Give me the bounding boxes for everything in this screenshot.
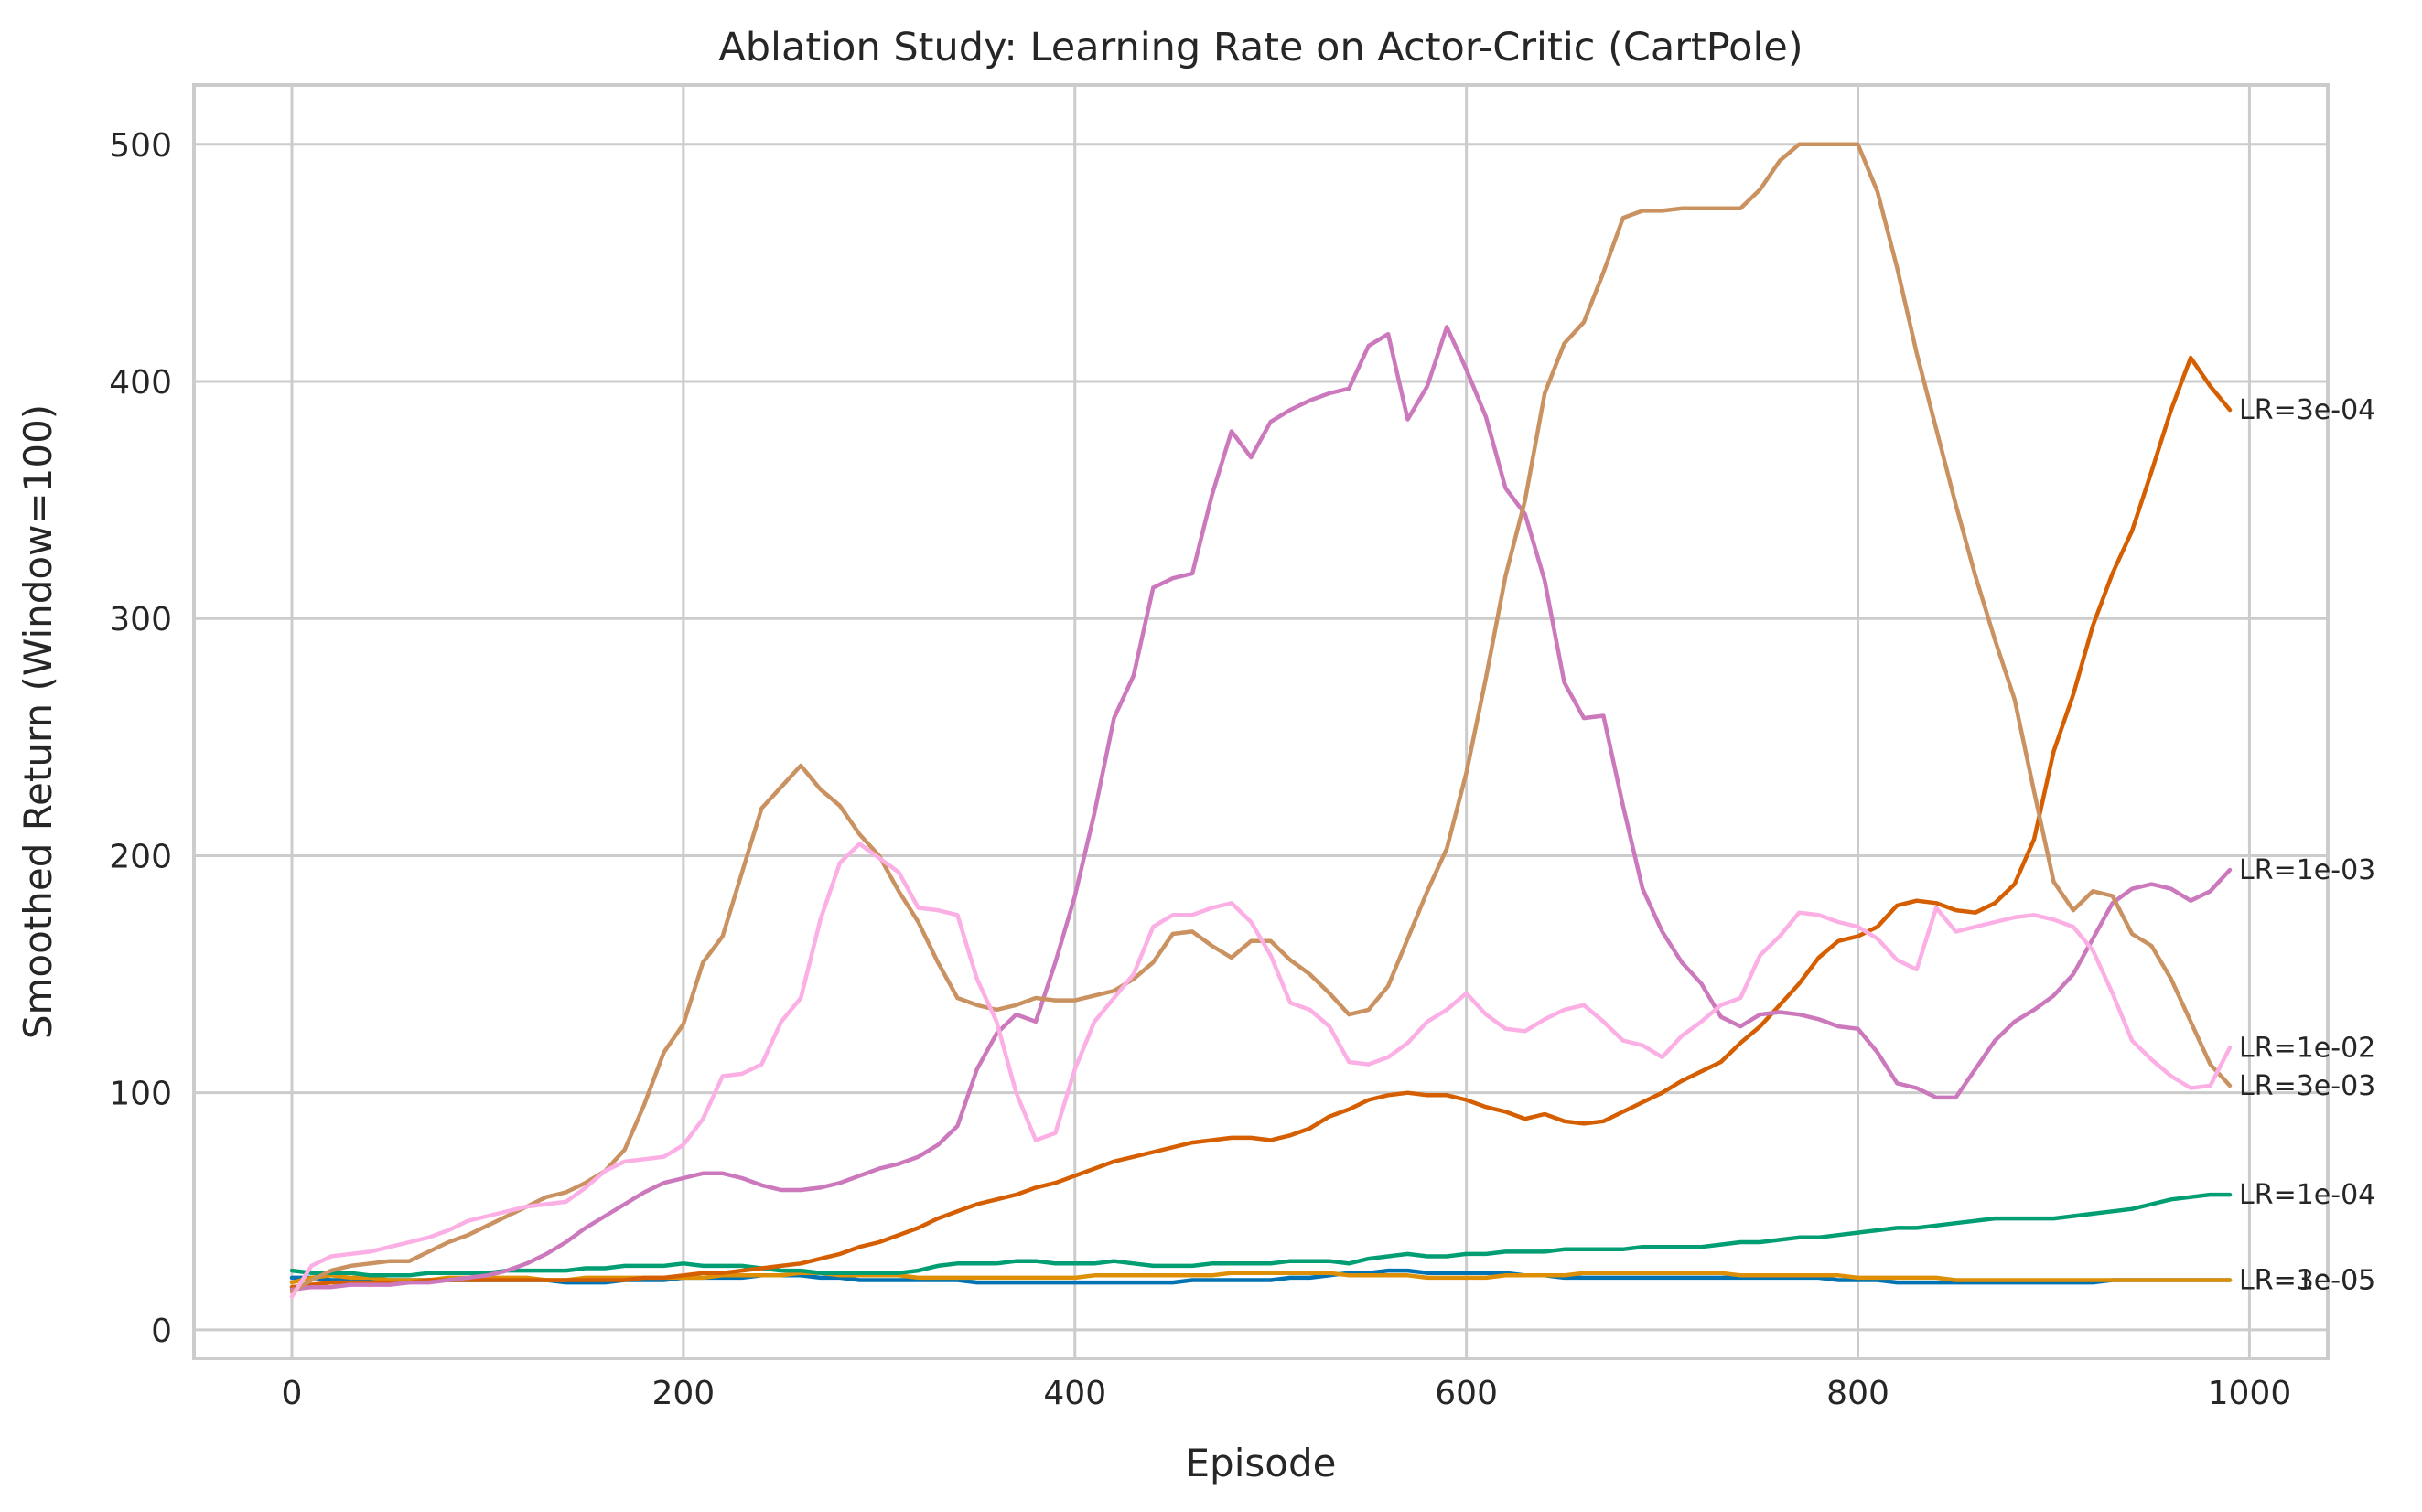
y-tick-label: 200 (109, 838, 172, 875)
series-line-lr-3e-04 (289, 355, 2233, 1290)
series-end-label: LR=1e-04 (2239, 1179, 2375, 1211)
y-tick-label: 100 (109, 1076, 172, 1113)
y-tick-label: 300 (109, 601, 172, 638)
series-line-lr-3e-05 (289, 1271, 2233, 1285)
series-end-label: LR=3e-05 (2239, 1264, 2375, 1296)
x-tick-label: 800 (1826, 1375, 1889, 1412)
y-tick-labels: 0 100 200 300 400 500 (109, 127, 172, 1350)
y-tick-label: 0 (151, 1313, 172, 1350)
series-end-label: LR=1e-02 (2239, 1032, 2375, 1064)
x-tick-label: 600 (1435, 1375, 1498, 1412)
series-end-label: LR=3e-03 (2239, 1070, 2375, 1102)
chart-title: Ablation Study: Learning Rate on Actor-C… (718, 25, 1803, 70)
x-tick-label: 1000 (2208, 1375, 2292, 1412)
plot-frame (192, 83, 2330, 1360)
y-tick-label: 400 (109, 364, 172, 402)
series-line-lr-1e-03 (289, 325, 2233, 1292)
x-axis-title: Episode (1186, 1441, 1337, 1485)
grid (194, 85, 2328, 1358)
series-line-lr-1e-04 (289, 1192, 2233, 1278)
series-lines (289, 142, 2233, 1299)
series-end-label: LR=1e-05 (2239, 1264, 2375, 1296)
series-end-label: LR=1e-03 (2239, 854, 2375, 886)
x-tick-label: 0 (282, 1375, 303, 1412)
x-tick-label: 400 (1043, 1375, 1106, 1412)
series-end-label: LR=3e-04 (2239, 394, 2375, 426)
series-line-lr-1e-02 (289, 842, 2233, 1299)
y-tick-label: 500 (109, 127, 172, 165)
y-axis-title: Smoothed Return (Window=100) (16, 404, 60, 1039)
x-tick-label: 200 (652, 1375, 716, 1412)
x-tick-labels: 0 200 400 600 800 1000 (282, 1375, 2292, 1412)
